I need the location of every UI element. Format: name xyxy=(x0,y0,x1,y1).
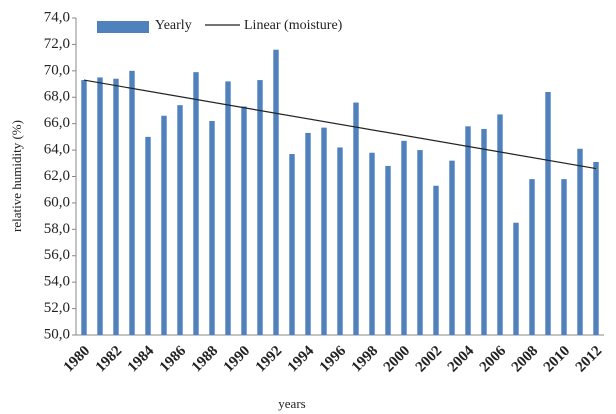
bar xyxy=(129,70,135,335)
bar xyxy=(193,72,199,335)
bar xyxy=(353,102,359,336)
x-tick-label: 1982 xyxy=(93,343,126,376)
legend-label: Linear (moisture) xyxy=(244,18,343,33)
x-tick-label: 1998 xyxy=(349,343,382,376)
y-tick-label: 52,0 xyxy=(44,300,70,316)
bar xyxy=(529,179,535,335)
y-tick-label: 70,0 xyxy=(44,62,70,78)
bar xyxy=(513,222,519,335)
bar xyxy=(321,127,327,335)
bar xyxy=(417,150,423,335)
bar xyxy=(369,152,375,335)
y-tick-label: 58,0 xyxy=(44,221,70,237)
bar xyxy=(241,106,247,335)
bar xyxy=(305,132,311,335)
y-tick-label: 62,0 xyxy=(44,168,70,184)
y-tick-label: 66,0 xyxy=(44,115,70,131)
bar xyxy=(593,161,599,335)
x-tick-label: 2008 xyxy=(509,343,542,376)
bar xyxy=(337,147,343,335)
bar xyxy=(145,136,151,335)
bar xyxy=(577,148,583,335)
x-tick-label: 2012 xyxy=(573,343,606,376)
bar xyxy=(209,121,215,336)
x-tick-label: 1986 xyxy=(157,343,190,376)
x-tick-label: 1984 xyxy=(125,343,158,376)
bar xyxy=(433,185,439,335)
x-tick-label: 1990 xyxy=(221,343,254,376)
bar xyxy=(225,81,231,336)
bar xyxy=(113,78,119,335)
y-axis-title: relative humidity (%) xyxy=(9,120,24,232)
x-tick-label: 2002 xyxy=(413,343,446,376)
x-tick-label: 1994 xyxy=(285,343,318,376)
y-tick-label: 72,0 xyxy=(44,36,70,52)
bar xyxy=(81,80,87,336)
bar xyxy=(161,115,167,335)
bar xyxy=(545,91,551,335)
bar xyxy=(257,80,263,336)
y-tick-label: 54,0 xyxy=(44,274,70,290)
bar xyxy=(289,154,295,335)
bar xyxy=(97,77,103,335)
y-tick-label: 74,0 xyxy=(44,9,70,25)
bar xyxy=(449,160,455,335)
x-tick-label: 1996 xyxy=(317,343,350,376)
legend-swatch xyxy=(97,21,149,33)
legend-label: Yearly xyxy=(155,18,192,33)
x-tick-label: 2004 xyxy=(445,343,478,376)
bar xyxy=(481,128,487,335)
trend-line xyxy=(83,79,597,170)
bar xyxy=(401,140,407,335)
x-axis-title: years xyxy=(278,396,305,411)
x-tick-label: 2000 xyxy=(381,343,414,376)
bar xyxy=(177,105,183,335)
y-tick-label: 68,0 xyxy=(44,89,70,105)
y-tick-label: 50,0 xyxy=(44,326,70,342)
x-tick-label: 1980 xyxy=(61,343,94,376)
x-tick-label: 1988 xyxy=(189,343,222,376)
y-tick-label: 60,0 xyxy=(44,194,70,210)
y-tick-label: 64,0 xyxy=(44,142,70,158)
y-tick-label: 56,0 xyxy=(44,247,70,263)
x-tick-label: 2010 xyxy=(541,343,574,376)
x-tick-label: 2006 xyxy=(477,343,510,376)
bar xyxy=(385,165,391,335)
bar xyxy=(497,114,503,335)
x-tick-label: 1992 xyxy=(253,343,286,376)
bar xyxy=(561,179,567,335)
bar xyxy=(273,49,279,335)
bar xyxy=(465,126,471,335)
